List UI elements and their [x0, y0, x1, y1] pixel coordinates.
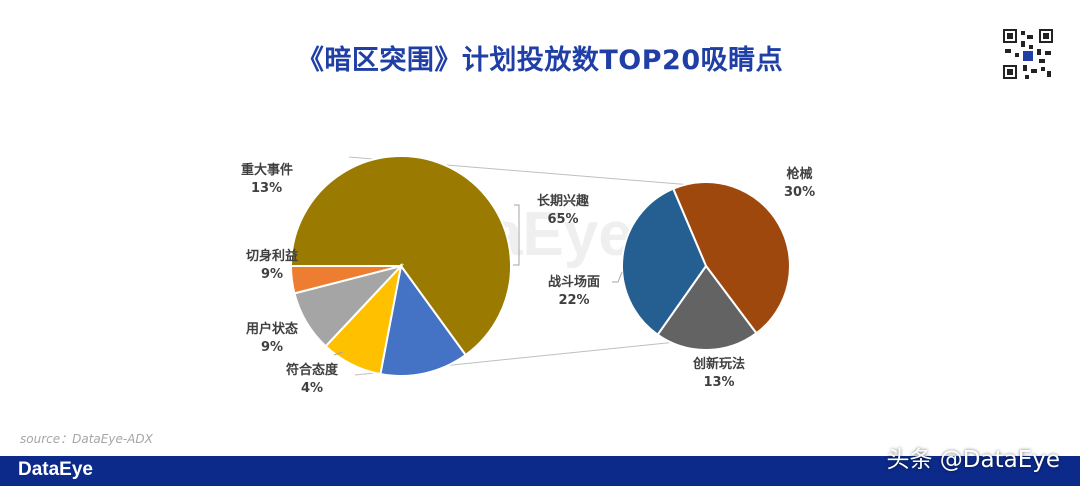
slice-label-用户状态: 用户状态 9% — [246, 322, 299, 355]
slice-label-符合态度: 符合态度 4% — [286, 363, 339, 396]
pie-slice-战斗场面 — [621, 187, 708, 337]
pie-slice-枪械 — [671, 181, 791, 335]
slice-label-枪械: 枪械 30% — [784, 167, 816, 200]
label-leader-line — [612, 271, 623, 283]
pie-slice-符合态度 — [289, 265, 402, 295]
main-pie — [289, 155, 512, 377]
slice-label-切身利益: 切身利益 9% — [246, 249, 299, 282]
source-note: source：DataEye-ADX — [20, 432, 153, 446]
label-leader-line — [333, 351, 344, 356]
slice-label-战斗场面: 战斗场面 22% — [548, 275, 601, 308]
pie-slice-重大事件 — [379, 263, 468, 377]
pie-of-pie-chart: dataEye — [289, 155, 791, 377]
pie-slice-创新玩法 — [656, 264, 758, 351]
chart-title: 《暗区突围》计划投放数TOP20吸睛点 — [296, 45, 784, 76]
slice-label-创新玩法: 创新玩法 13% — [693, 357, 746, 390]
label-leader-line — [513, 204, 520, 266]
secondary-pie — [621, 181, 791, 351]
dataeye-logo: DataEye — [18, 459, 93, 480]
slice-label-长期兴趣: 长期兴趣 65% — [537, 194, 590, 227]
platform-watermark: 头条 @DataEye — [886, 447, 1060, 473]
slice-label-重大事件: 重大事件 13% — [241, 163, 294, 196]
footer-bar: DataEye — [0, 456, 1080, 486]
qr-code-icon — [1001, 27, 1055, 81]
pie-slice-长期兴趣 — [289, 155, 512, 357]
